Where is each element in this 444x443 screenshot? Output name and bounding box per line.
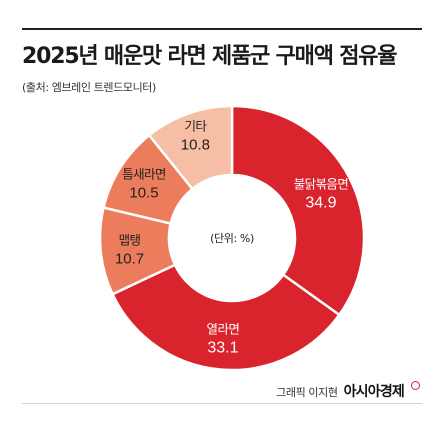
slice-name-label: 열라면 — [207, 322, 240, 337]
chart-title: 2025년 매운맛 라면 제품군 구매액 점유율 — [22, 44, 398, 69]
donut-slice-1 — [230, 104, 366, 317]
top-rule — [22, 28, 422, 30]
brand-mark-icon — [411, 381, 420, 390]
slice-value-label: 34.9 — [305, 194, 336, 211]
center-unit-label: (단위: %) — [210, 232, 254, 245]
slice-value-label: 10.8 — [181, 136, 210, 153]
donut-slice-5 — [147, 104, 234, 191]
credit-line: 그래픽 이지현 아시아경제 — [276, 381, 420, 401]
donut-slice-2 — [110, 263, 342, 372]
brand-logo: 아시아경제 — [343, 384, 405, 400]
slice-name-label: 틈새라면 — [122, 167, 166, 182]
slice-name-label: 불닭볶음면 — [294, 176, 349, 191]
bottom-rule — [22, 403, 422, 404]
slice-name-label: 맵탱 — [119, 233, 141, 248]
slice-value-label: 10.5 — [129, 185, 158, 202]
slice-value-label: 33.1 — [207, 340, 238, 357]
slice-value-label: 10.7 — [115, 251, 144, 268]
chart-source: (출처: 엠브레인 트렌드모니터) — [22, 81, 156, 94]
graphic-credit: 그래픽 이지현 — [276, 386, 338, 399]
slice-name-label: 기타 — [184, 118, 207, 133]
